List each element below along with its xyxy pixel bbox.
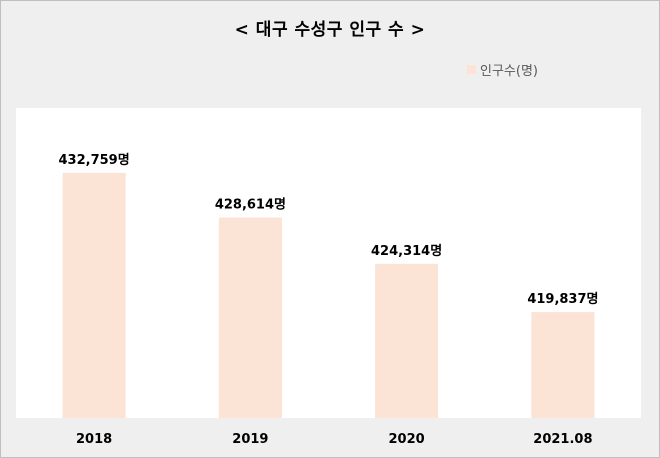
bar-2018	[62, 172, 126, 418]
bar-2020	[375, 263, 439, 418]
bar-2021.08	[531, 312, 595, 418]
x-tick-label-2020: 2020	[389, 432, 425, 447]
x-tick-label-2018: 2018	[76, 432, 112, 447]
legend-label: 인구수(명)	[480, 64, 538, 79]
legend-swatch	[467, 65, 476, 74]
data-label-2018: 432,759명	[59, 152, 130, 168]
legend: 인구수(명)	[467, 60, 538, 79]
x-tick-label-2021.08: 2021.08	[533, 432, 592, 447]
data-label-2019: 428,614명	[215, 197, 286, 213]
x-tick-label-2019: 2019	[232, 432, 268, 447]
bar-2019	[218, 217, 282, 418]
chart-title: < 대구 수성구 인구 수 >	[234, 20, 426, 40]
data-label-2021.08: 419,837명	[527, 291, 598, 307]
data-label-2020: 424,314명	[371, 243, 442, 259]
